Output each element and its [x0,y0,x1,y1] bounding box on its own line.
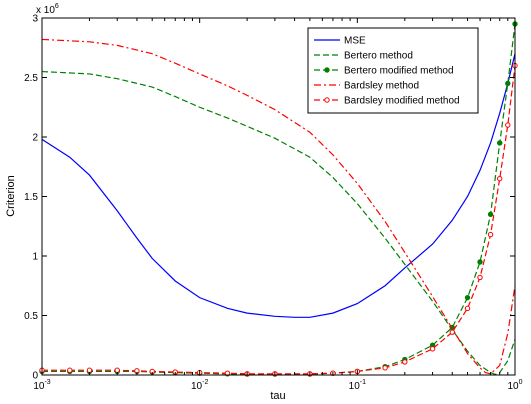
legend-entry-label: Bardsley method [344,81,419,92]
series-4-point [449,329,455,335]
y-exponent-label: x 106 [36,3,59,16]
y-tick-label: 2.5 [24,73,38,84]
x-tick-label-base: 10 [507,381,519,392]
series-line-0 [41,53,516,318]
y-exponent-base: x 10 [36,5,55,16]
x-tick-label: 10-1 [349,379,366,392]
series-4-point [114,367,120,373]
legend-swatch-marker [324,97,330,103]
series-4-point [86,367,93,373]
series-2-point [497,140,503,146]
y-axis-label: Criterion [5,175,17,217]
series-4-point [477,274,483,281]
series-4-point [67,367,73,373]
x-tick-label: 10-3 [33,379,50,392]
series-4-point [464,305,471,312]
x-tick-label-exponent: -2 [202,379,208,386]
y-tick-label: 2 [32,133,38,144]
legend-swatch-marker [324,67,330,73]
y-tick-label: 3 [32,14,38,25]
legend-entry-label: Bardsley modified method [344,96,460,107]
series-2-point [487,211,494,218]
y-tick-label: 0.5 [24,311,38,322]
series-line-1 [41,70,516,376]
series-line-3 [41,38,516,375]
series-4-point [497,175,503,182]
x-tick-label-exponent: 0 [519,379,523,386]
series-line-4 [42,65,516,375]
series-layer [39,21,518,377]
x-tick-label-exponent: -3 [44,379,50,386]
x-axis-label: tau [270,390,285,402]
x-tick-label-base: 10 [349,381,361,392]
series-4-point [429,346,436,352]
x-tick-label: 100 [507,379,522,392]
legend: MSE Bertero method Bertero modified method… [307,27,479,114]
x-tick-label-base: 10 [33,381,45,392]
legend-entry-label: Bertero modified method [344,66,454,77]
series-4-point [505,122,511,128]
legend-entry-label: Bertero method [344,51,413,62]
series-2-point [505,80,511,87]
y-tick-label: 1 [32,252,38,263]
x-tick-label-base: 10 [191,381,203,392]
x-tick-label: 10-2 [191,379,208,392]
series-4-point [382,365,388,371]
y-tick-label: 0 [32,371,38,382]
y-exponent-power: 6 [55,3,59,10]
x-tick-label-exponent: -1 [360,379,366,386]
series-4-point [402,359,408,365]
series-2-point [464,294,471,301]
legend-entry-label: MSE [344,36,366,47]
series-4-point [487,231,494,238]
y-tick-label: 1.5 [24,192,38,203]
series-2-point [477,259,483,265]
